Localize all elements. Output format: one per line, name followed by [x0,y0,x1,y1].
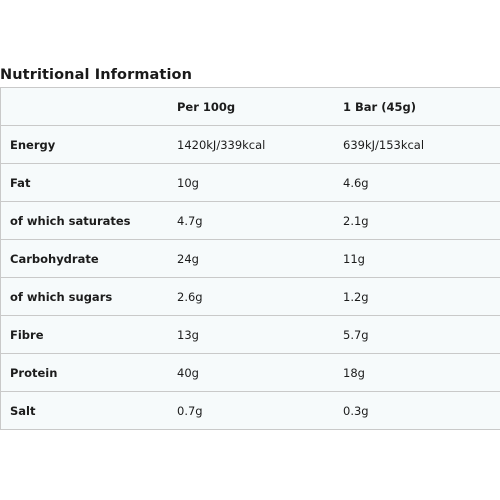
row-label: Energy [10,137,56,152]
row-per-100g: 1420kJ/339kcal [177,137,266,152]
row-per-bar: 5.7g [343,327,369,342]
row-label: Fibre [10,327,44,342]
nutrition-table: Per 100g 1 Bar (45g) Energy 1420kJ/339kc… [0,87,500,430]
row-label: of which saturates [10,213,131,228]
table-row: Carbohydrate 24g 11g [1,240,500,278]
row-per-100g: 2.6g [177,289,203,304]
table-row: Fibre 13g 5.7g [1,316,500,354]
table-row: Energy 1420kJ/339kcal 639kJ/153kcal [1,126,500,164]
row-per-bar: 1.2g [343,289,369,304]
row-per-bar: 18g [343,365,365,380]
row-label: Fat [10,175,31,190]
table-row: of which saturates 4.7g 2.1g [1,202,500,240]
table-row: Fat 10g 4.6g [1,164,500,202]
row-per-bar: 2.1g [343,213,369,228]
row-per-bar: 11g [343,251,365,266]
table-row: Protein 40g 18g [1,354,500,392]
row-label: of which sugars [10,289,113,304]
row-per-100g: 24g [177,251,199,266]
row-per-100g: 40g [177,365,199,380]
header-per-100g: Per 100g [177,99,236,114]
row-per-100g: 10g [177,175,199,190]
row-label: Carbohydrate [10,251,99,266]
row-per-bar: 639kJ/153kcal [343,137,425,152]
table-row: of which sugars 2.6g 1.2g [1,278,500,316]
page-title: Nutritional Information [0,67,193,83]
row-per-bar: 0.3g [343,403,369,418]
row-per-100g: 4.7g [177,213,203,228]
row-label: Protein [10,365,58,380]
table-row: Salt 0.7g 0.3g [1,392,500,430]
row-label: Salt [10,403,36,418]
row-per-100g: 13g [177,327,199,342]
row-per-bar: 4.6g [343,175,369,190]
table-header-row: Per 100g 1 Bar (45g) [1,88,500,126]
row-per-100g: 0.7g [177,403,203,418]
header-per-bar: 1 Bar (45g) [343,99,416,114]
